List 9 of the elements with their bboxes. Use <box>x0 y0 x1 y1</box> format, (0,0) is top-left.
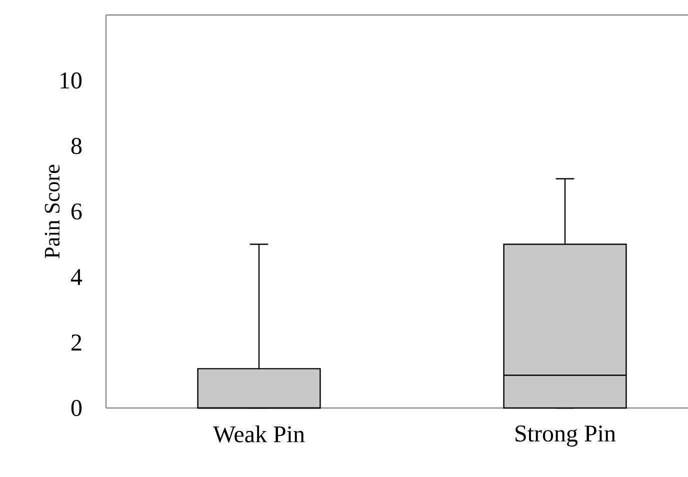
y-tick-label: 4 <box>70 269 82 285</box>
x-tick-label: Weak Pin <box>212 426 305 443</box>
y-axis-title: Pain Score <box>44 164 60 258</box>
y-tick-label: 10 <box>60 72 82 89</box>
y-tick-label: 8 <box>71 138 82 154</box>
y-tick-label: 2 <box>72 334 82 350</box>
y-tick-label: 6 <box>72 203 82 220</box>
x-tick-label: Strong Pin <box>516 426 616 447</box>
y-tick-label: 0 <box>71 400 82 416</box>
